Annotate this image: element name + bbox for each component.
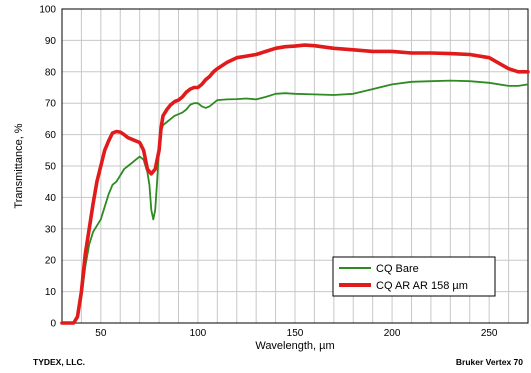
x-tick-label: 150: [287, 328, 304, 339]
x-axis-label: Wavelength, µm: [255, 340, 334, 352]
series-line-0: [61, 79, 529, 324]
x-tick-label: 200: [384, 328, 401, 339]
y-tick-label: 40: [45, 193, 57, 204]
y-tick-label: 0: [50, 319, 56, 330]
y-tick-label: 10: [45, 287, 57, 298]
y-tick-label: 20: [45, 256, 57, 267]
legend-label-cq-bare: CQ Bare: [376, 263, 419, 275]
x-tick-label: 50: [95, 328, 107, 339]
y-tick-label: 80: [45, 67, 57, 78]
plot-frame: [61, 8, 529, 324]
legend-label-cq-ar: CQ AR AR 158 µm: [376, 280, 468, 292]
x-tick-label: 100: [190, 328, 207, 339]
y-tick-label: 30: [45, 224, 57, 235]
series-layer: [60, 43, 530, 325]
y-tick-label: 100: [39, 5, 56, 16]
y-tick-label: 70: [45, 99, 57, 110]
x-tick-label: 250: [481, 328, 498, 339]
y-tick-label: 90: [45, 36, 57, 47]
footer-instrument: Bruker Vertex 70: [455, 357, 523, 367]
series-line-1: [60, 43, 530, 325]
y-tick-label: 50: [45, 162, 57, 173]
legend: CQ Bare CQ AR AR 158 µm: [332, 256, 496, 297]
legend-box: [332, 256, 496, 297]
x-axis: 50 100 150 200 250: [95, 328, 498, 339]
y-axis-label: Transmittance, %: [13, 123, 25, 208]
y-tick-label: 60: [45, 130, 57, 141]
footer-company: TYDEX, LLC.: [33, 357, 85, 367]
y-axis: 0 10 20 30 40 50 60 70 80 90 100: [39, 5, 56, 330]
